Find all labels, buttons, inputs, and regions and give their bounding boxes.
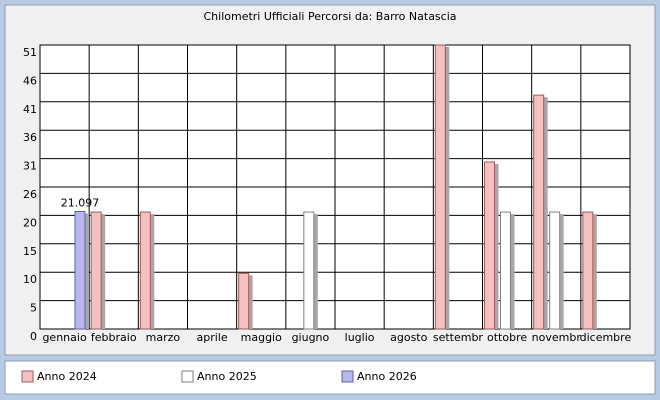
x-tick-label: aprile bbox=[197, 331, 228, 344]
y-tick-label: 15 bbox=[23, 245, 37, 258]
legend-panel bbox=[4, 360, 656, 395]
y-tick-label: 41 bbox=[23, 103, 37, 116]
y-tick-label: 26 bbox=[23, 188, 37, 201]
x-tick-label: agosto bbox=[390, 331, 427, 344]
x-tick-label: settembr bbox=[433, 331, 484, 344]
x-tick-label: luglio bbox=[345, 331, 375, 344]
y-tick-label: 51 bbox=[23, 46, 37, 59]
x-tick-label: giugno bbox=[292, 331, 330, 344]
bar bbox=[238, 272, 250, 330]
chart-title: Chilometri Ufficiali Percorsi da: Barro … bbox=[203, 10, 456, 23]
y-tick-label: 20 bbox=[23, 216, 37, 229]
legend-swatch bbox=[21, 370, 34, 383]
bar bbox=[434, 44, 446, 330]
y-tick-label: 31 bbox=[23, 160, 37, 173]
x-tick-label: dicembre bbox=[580, 331, 632, 344]
y-tick-label: 0 bbox=[30, 330, 37, 343]
plot-border bbox=[39, 44, 631, 330]
bar bbox=[90, 211, 102, 330]
x-tick-label: marzo bbox=[146, 331, 181, 344]
bar bbox=[139, 211, 151, 330]
y-tick-label: 10 bbox=[23, 273, 37, 286]
legend-label: Anno 2024 bbox=[37, 370, 97, 383]
bar bbox=[582, 211, 594, 330]
bar bbox=[533, 94, 545, 330]
legend-label: Anno 2025 bbox=[197, 370, 257, 383]
x-tick-label: novembr bbox=[532, 331, 582, 344]
x-tick-label: ottobre bbox=[487, 331, 527, 344]
bar bbox=[74, 211, 86, 330]
data-label: 21.097 bbox=[61, 197, 100, 210]
bar bbox=[500, 211, 511, 330]
x-tick-label: gennaio bbox=[42, 331, 86, 344]
bar bbox=[484, 161, 495, 330]
x-tick-label: febbraio bbox=[91, 331, 137, 344]
bar bbox=[303, 211, 315, 330]
y-tick-label: 36 bbox=[23, 131, 37, 144]
legend-swatch bbox=[341, 370, 354, 383]
bar bbox=[549, 211, 561, 330]
x-tick-label: maggio bbox=[241, 331, 282, 344]
legend-swatch bbox=[181, 370, 194, 383]
legend-label: Anno 2026 bbox=[357, 370, 417, 383]
y-tick-label: 46 bbox=[23, 74, 37, 87]
y-tick-label: 5 bbox=[30, 302, 37, 315]
